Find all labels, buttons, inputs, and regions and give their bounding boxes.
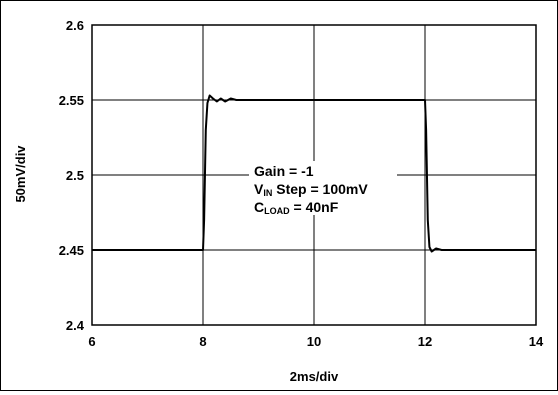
annotation-gain: Gain = -1 xyxy=(254,163,314,179)
x-axis-title: 2ms/div xyxy=(290,369,339,384)
tick-layer: 6 8 10 12 14 2.6 2.55 2.5 2.45 2.4 xyxy=(59,18,544,349)
trace-layer xyxy=(92,94,536,253)
x-tick-label: 8 xyxy=(199,334,206,349)
x-tick-label: 6 xyxy=(88,334,95,349)
annotation-vin-step: VIN Step = 100mV xyxy=(254,181,368,198)
y-tick-label: 2.45 xyxy=(59,243,84,258)
series-trace xyxy=(92,94,536,253)
annotation-cload: CLOAD = 40nF xyxy=(254,199,339,216)
grid-layer xyxy=(91,24,537,326)
y-tick-label: 2.4 xyxy=(66,318,85,333)
x-tick-label: 14 xyxy=(529,334,544,349)
y-tick-label: 2.55 xyxy=(59,93,84,108)
annotation-background xyxy=(249,161,397,215)
plot-border xyxy=(91,24,537,326)
y-tick-label: 2.5 xyxy=(66,168,84,183)
y-tick-label: 2.6 xyxy=(66,18,84,33)
x-tick-label: 10 xyxy=(307,334,321,349)
y-axis-title: 50mV/div xyxy=(13,145,28,203)
x-tick-label: 12 xyxy=(418,334,432,349)
